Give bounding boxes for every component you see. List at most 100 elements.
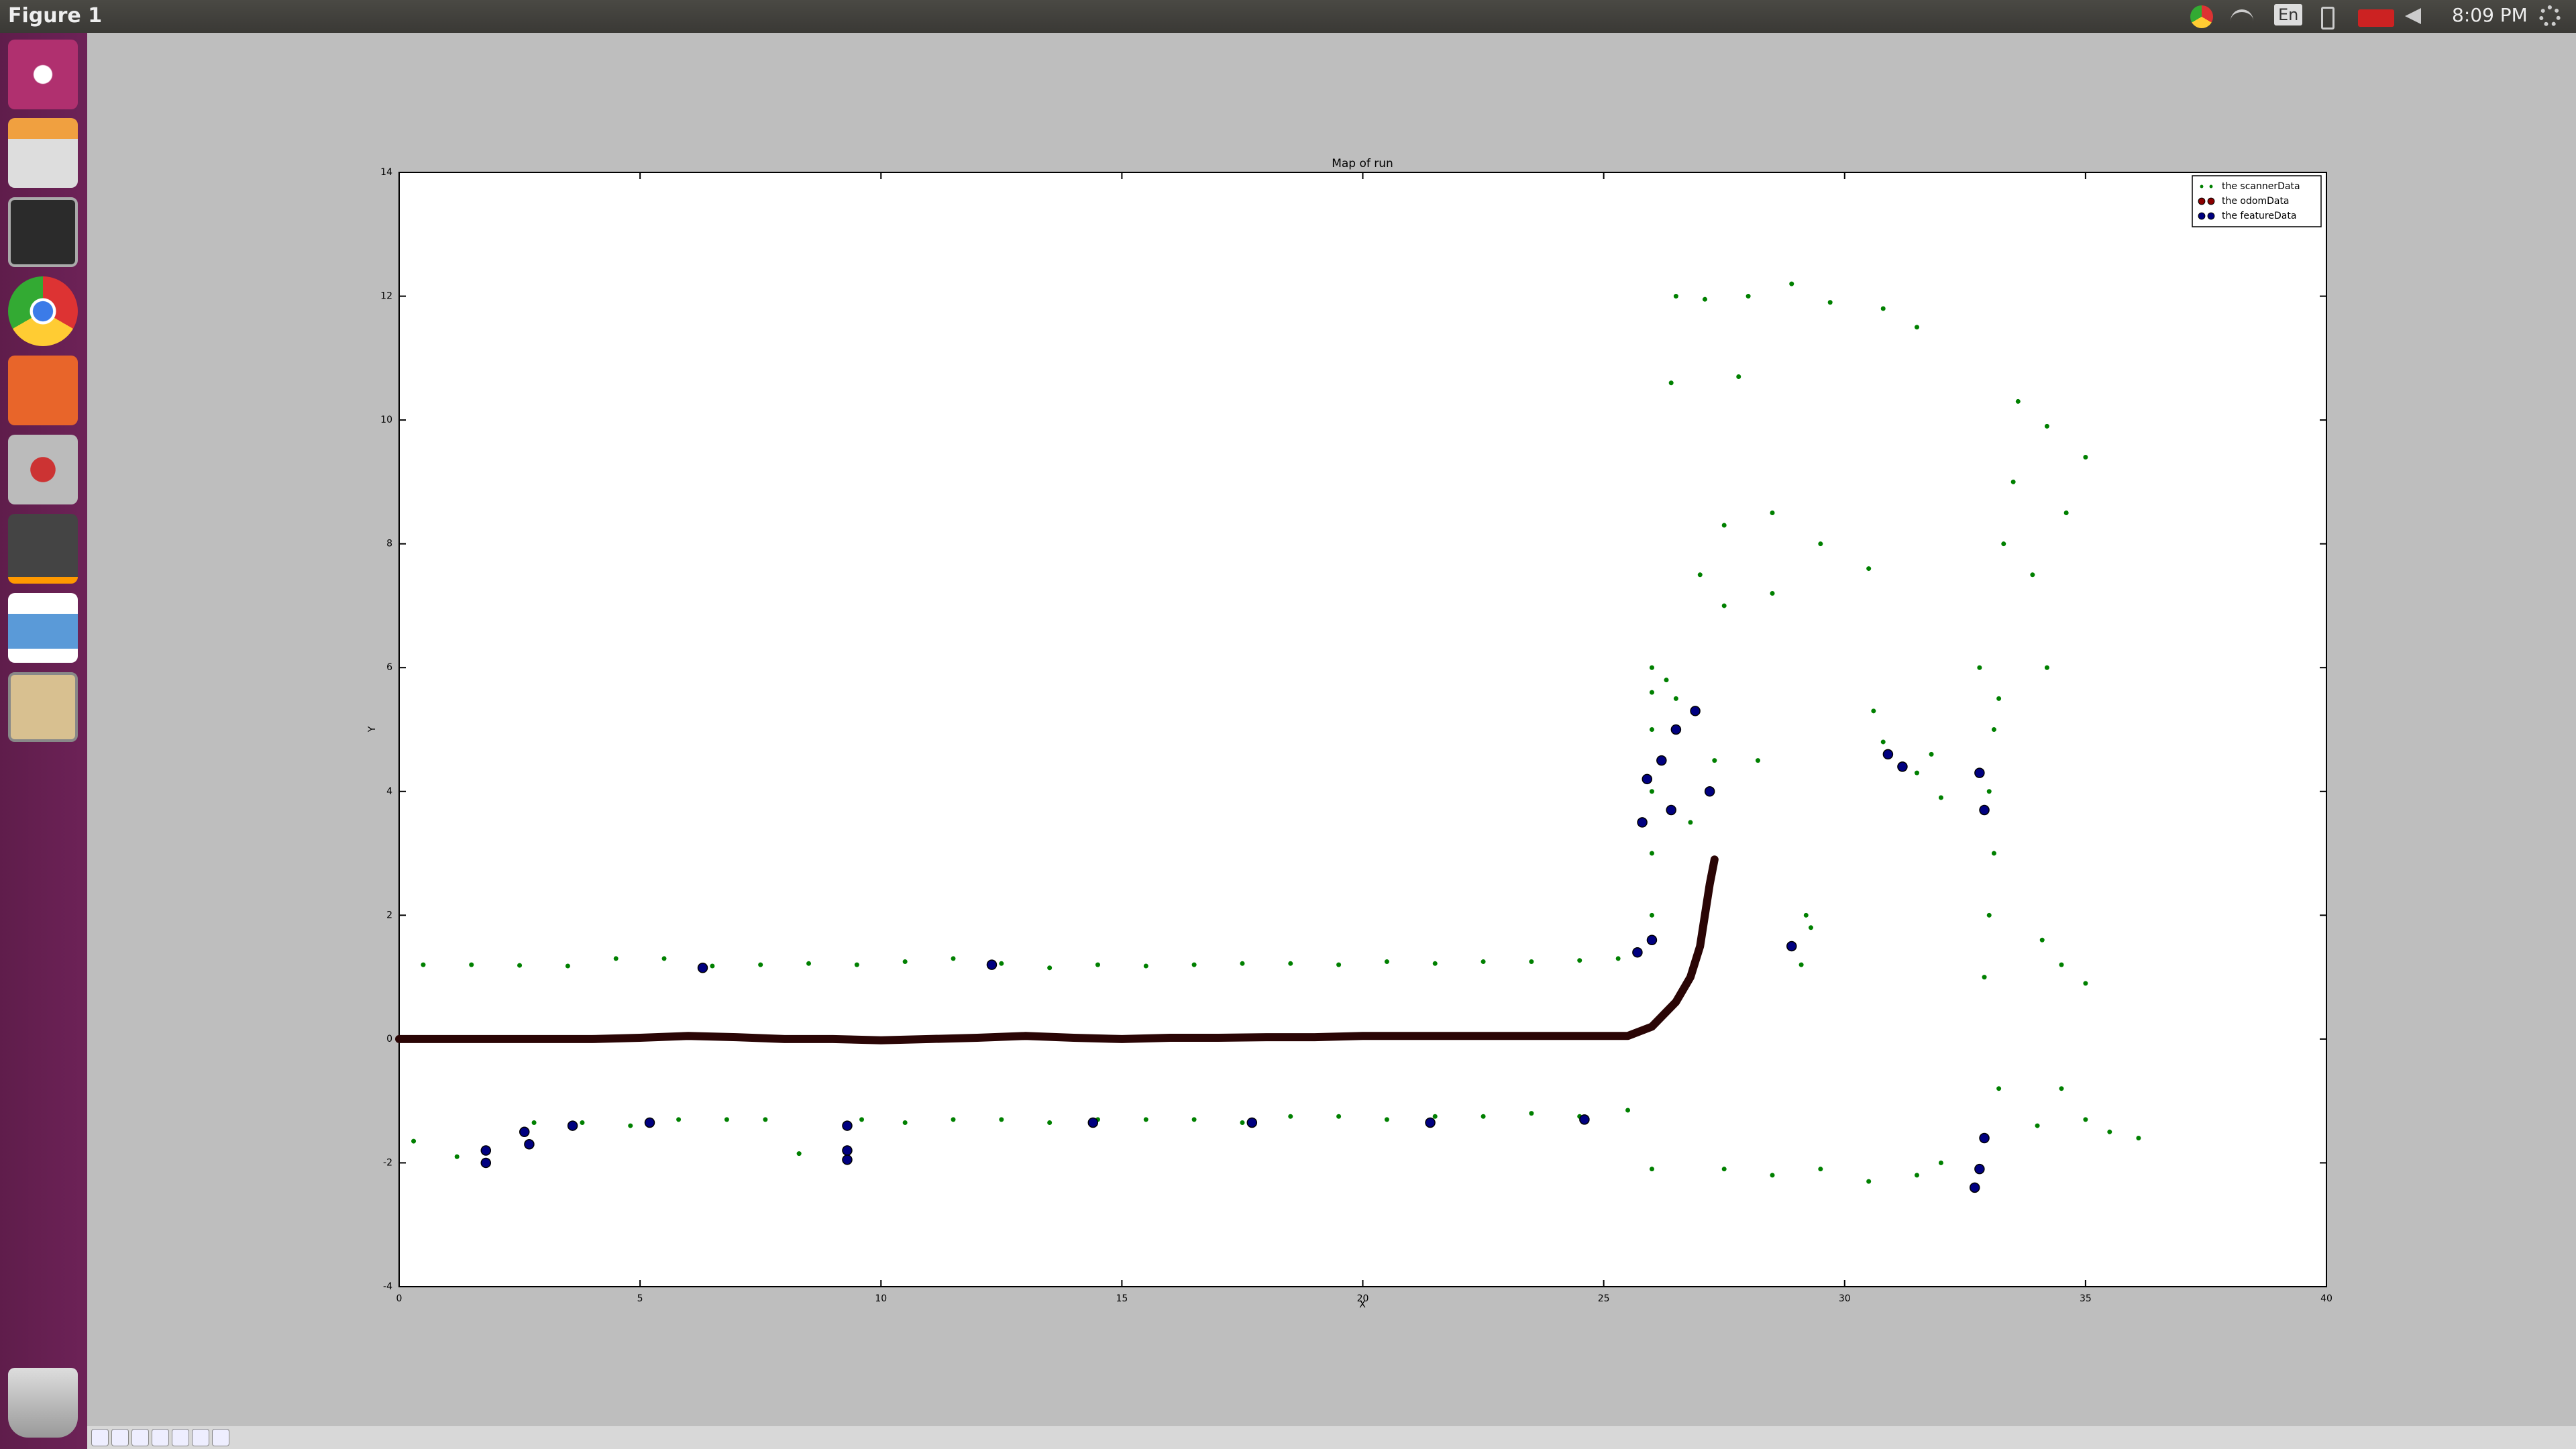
feature-point <box>1087 1117 1099 1128</box>
bluetooth-indicator[interactable] <box>2321 7 2334 30</box>
trash-icon[interactable] <box>8 1368 78 1438</box>
scanner-point <box>1746 294 1751 299</box>
sublime-icon[interactable] <box>8 514 78 584</box>
clock[interactable]: 8:09 PM <box>2452 4 2528 26</box>
scanner-point <box>1721 523 1727 528</box>
scanner-point <box>1938 1160 1943 1165</box>
scanner-point <box>1649 690 1654 695</box>
image-viewer-icon[interactable] <box>8 593 78 663</box>
scanner-point <box>763 1117 768 1122</box>
scanner-point <box>2083 1117 2088 1122</box>
feature-point <box>480 1157 492 1169</box>
y-tick-label: -4 <box>383 1281 392 1292</box>
x-tick-label: 25 <box>1598 1293 1610 1304</box>
scanner-point <box>2010 479 2016 484</box>
scanner-point <box>1866 1179 1872 1184</box>
chart-title: Map of run <box>1332 157 1393 170</box>
feature-point <box>644 1117 655 1128</box>
scanner-point <box>1288 961 1293 966</box>
scanner-point <box>1673 294 1678 299</box>
back-button[interactable] <box>111 1429 129 1446</box>
scanner-point <box>1818 1167 1823 1172</box>
pan-button[interactable] <box>152 1429 169 1446</box>
feature-point <box>480 1145 492 1156</box>
feature-point <box>1666 804 1676 816</box>
scanner-point <box>1871 708 1876 714</box>
scanner-point <box>2063 511 2069 516</box>
legend-label: the odomData <box>2222 196 2290 207</box>
feature-point <box>1632 947 1643 958</box>
x-tick-label: 15 <box>1116 1293 1128 1304</box>
scanner-point <box>1240 961 1245 966</box>
top-bar: Figure 1 En 8:09 PM <box>0 0 2576 33</box>
scanner-point <box>1736 374 1741 380</box>
feature-point <box>1425 1117 1436 1128</box>
scanner-point <box>999 961 1004 966</box>
feature-point <box>567 1120 578 1131</box>
scanner-point <box>1914 325 1919 330</box>
scanner-point <box>1986 912 1992 918</box>
x-tick-label: 30 <box>1839 1293 1851 1304</box>
legend-marker <box>2198 197 2206 205</box>
chrome-indicator[interactable] <box>2190 5 2213 28</box>
files-icon[interactable] <box>8 118 78 188</box>
scanner-point <box>1336 1114 1342 1119</box>
legend-marker <box>2207 197 2215 205</box>
scanner-point <box>2001 541 2006 547</box>
feature-point <box>1786 941 1797 952</box>
scanner-point <box>517 963 523 968</box>
scanner-point <box>1615 956 1621 961</box>
feature-point <box>1974 767 1985 778</box>
scanner-point <box>1288 1114 1293 1119</box>
y-axis-label: Y <box>367 726 378 733</box>
volume-indicator[interactable] <box>2405 8 2421 24</box>
scanner-point <box>1047 1120 1053 1125</box>
scanner-point <box>1143 1117 1148 1122</box>
scanner-point <box>1143 963 1148 969</box>
system-settings-icon[interactable] <box>8 435 78 504</box>
zoom-button[interactable] <box>172 1429 189 1446</box>
feature-point <box>842 1120 853 1131</box>
scanner-point <box>2107 1129 2112 1134</box>
feature-point <box>1656 755 1667 766</box>
save-button[interactable] <box>212 1429 229 1446</box>
scanner-point <box>1384 959 1389 965</box>
wifi-indicator[interactable] <box>2231 9 2253 25</box>
ubuntu-button[interactable] <box>8 40 78 109</box>
odom-track <box>395 855 1719 1044</box>
scanner-point <box>469 962 474 967</box>
y-tick-label: 12 <box>380 291 392 302</box>
scanner-point <box>1721 603 1727 608</box>
legend-label: the featureData <box>2222 211 2296 221</box>
battery-indicator[interactable] <box>2358 9 2394 27</box>
x-axis-label: X <box>1359 1299 1366 1310</box>
scanner-point <box>2059 1086 2064 1091</box>
forward-button[interactable] <box>131 1429 149 1446</box>
scanner-point <box>1649 912 1654 918</box>
scanner-point <box>1529 1111 1534 1116</box>
figure-app-icon[interactable] <box>8 672 78 742</box>
window-title: Figure 1 <box>8 4 103 28</box>
legend-marker <box>2209 184 2213 189</box>
feature-point <box>1882 749 1894 760</box>
scanner-point <box>1803 912 1809 918</box>
scanner-point <box>1702 297 1707 302</box>
chrome-icon[interactable] <box>8 276 78 346</box>
scanner-point <box>1649 789 1654 794</box>
home-button[interactable] <box>91 1429 109 1446</box>
language-indicator[interactable]: En <box>2274 4 2303 25</box>
scanner-point <box>758 962 763 967</box>
feature-point <box>524 1139 535 1150</box>
feature-point <box>1897 761 1908 772</box>
legend-label: the scannerData <box>2222 181 2300 192</box>
software-center-icon[interactable] <box>8 356 78 425</box>
feature-point <box>986 959 998 970</box>
configure-button[interactable] <box>192 1429 209 1446</box>
scanner-point <box>710 963 715 969</box>
settings-indicator[interactable] <box>2539 5 2561 27</box>
scanner-point <box>1991 851 1996 856</box>
x-tick-label: 5 <box>637 1293 643 1304</box>
terminal-icon[interactable] <box>8 197 78 267</box>
scanner-point <box>2044 423 2049 429</box>
